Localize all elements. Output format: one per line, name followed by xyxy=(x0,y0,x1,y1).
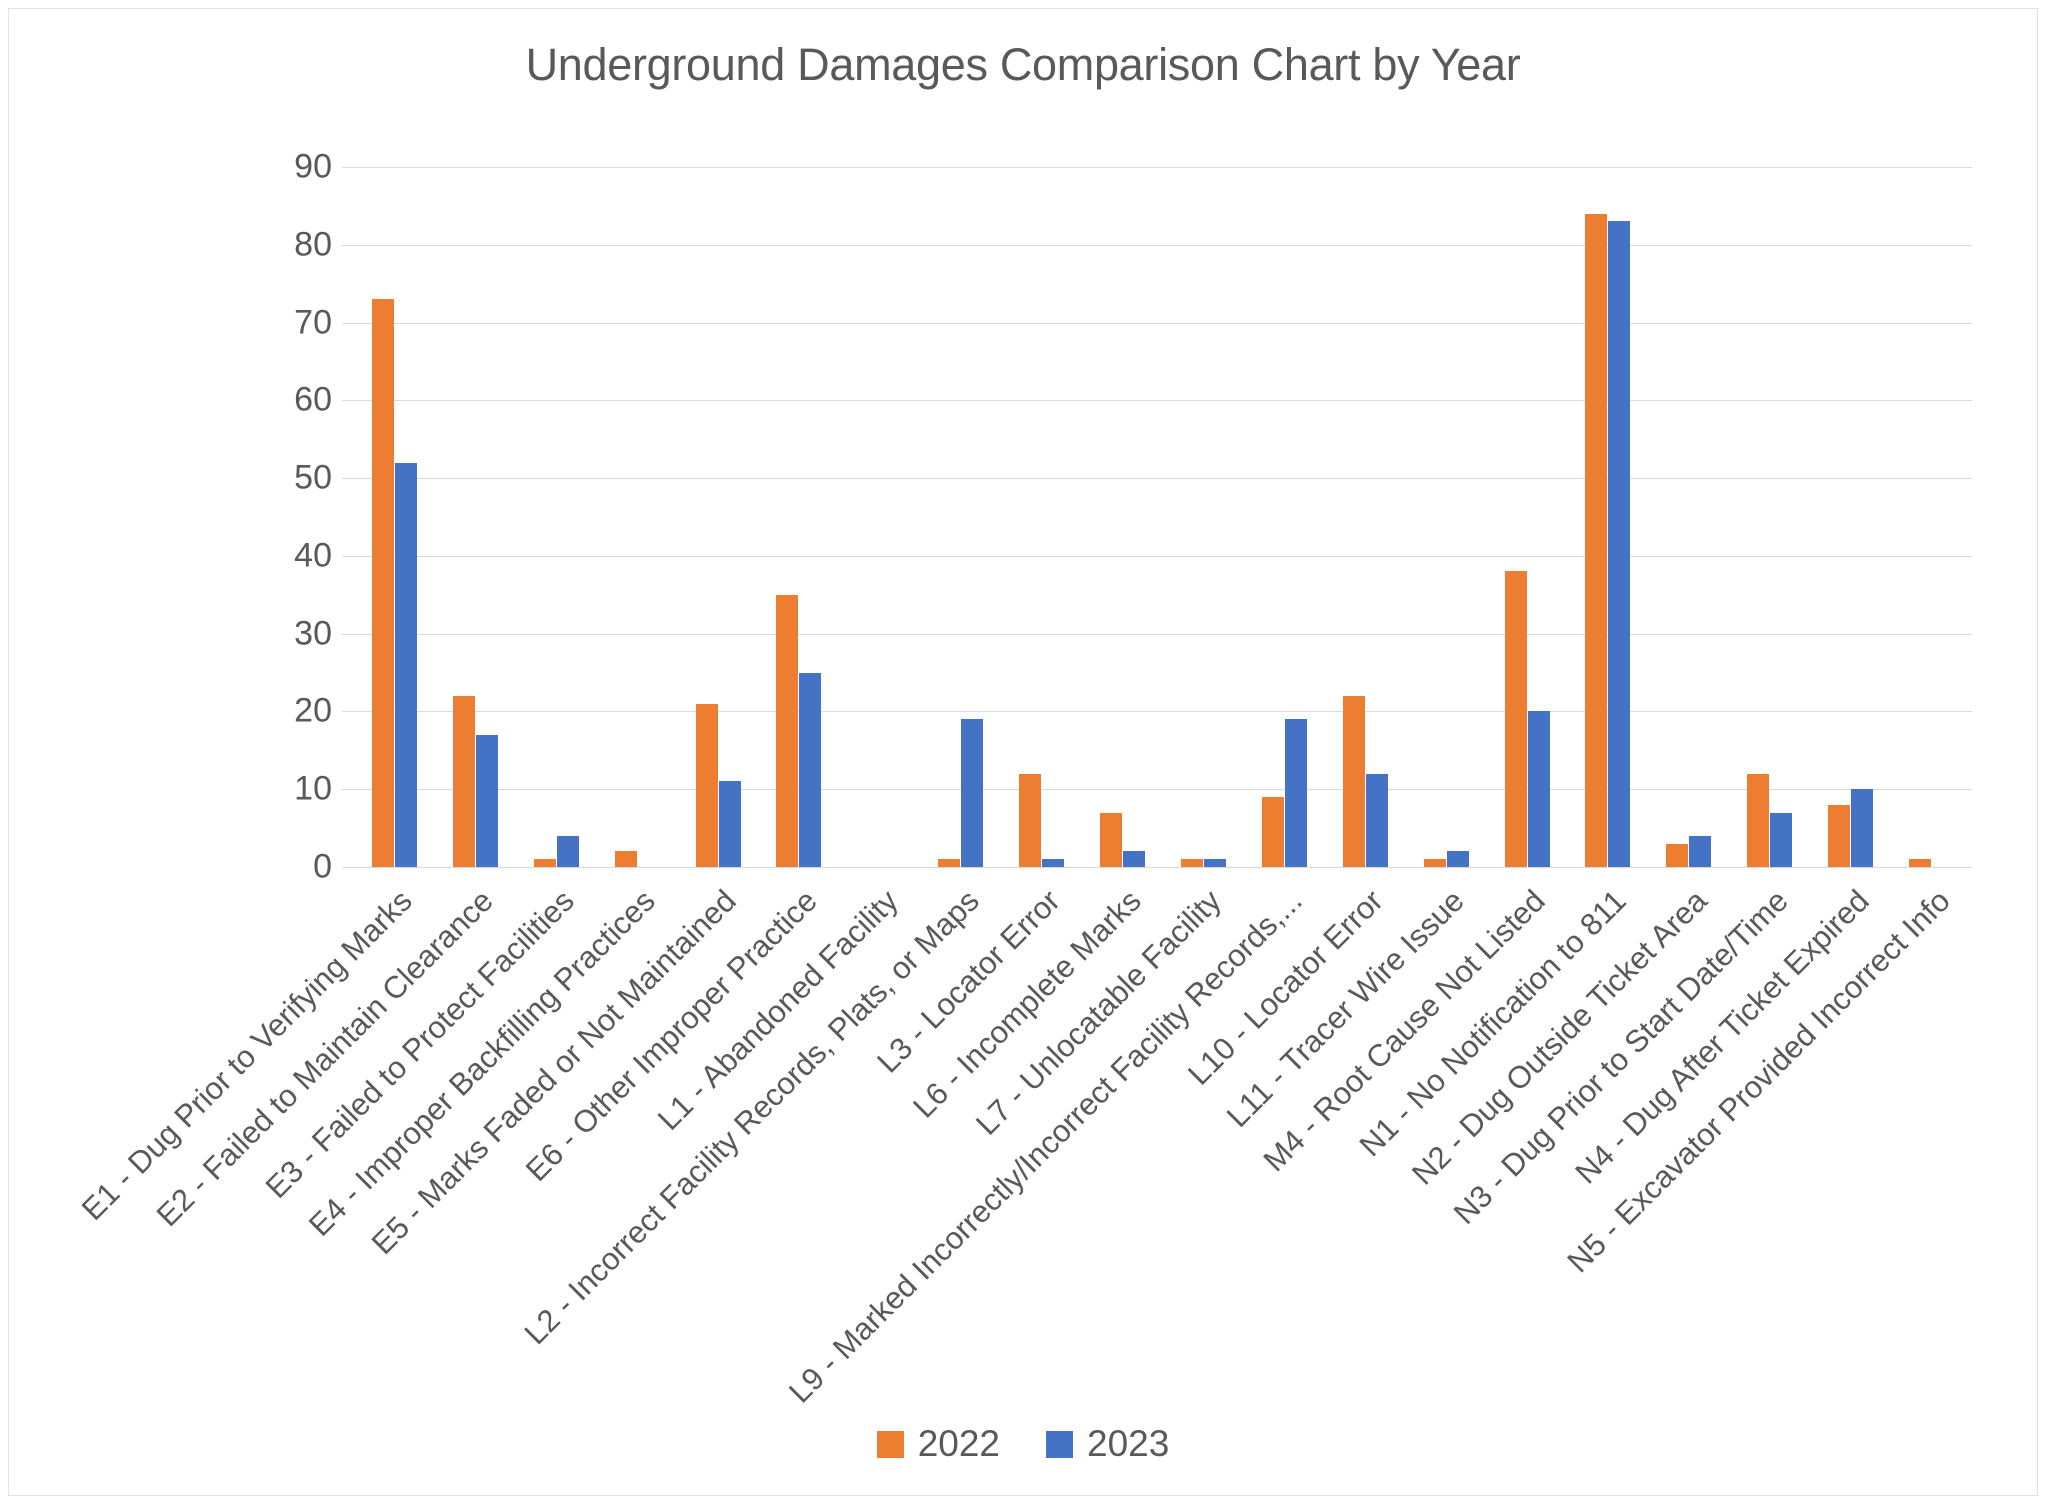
bar-2022[interactable] xyxy=(1504,571,1527,867)
y-axis-tick-label: 50 xyxy=(294,458,332,497)
bar-2023[interactable] xyxy=(1527,711,1550,867)
bar-2023[interactable] xyxy=(799,672,822,867)
bar-2022[interactable] xyxy=(371,299,394,867)
y-axis-tick-mark xyxy=(342,167,354,168)
bar-2023[interactable] xyxy=(718,781,741,867)
chart-container: Underground Damages Comparison Chart by … xyxy=(8,8,2038,1496)
plot-area: 0 10 20 30 40 50 60 70 80 90 xyxy=(294,148,1972,886)
bar-2023[interactable] xyxy=(1365,773,1388,867)
y-axis-tick-label: 60 xyxy=(294,380,332,419)
y-axis-tick-mark xyxy=(342,478,354,480)
bar-2022[interactable] xyxy=(1019,773,1042,867)
bars-layer xyxy=(354,167,1972,867)
bar-2022[interactable] xyxy=(1909,859,1932,867)
bar-2022[interactable] xyxy=(1666,843,1689,867)
y-axis-tick-label: 0 xyxy=(313,847,332,886)
bar-2023[interactable] xyxy=(961,719,984,867)
y-axis-tick-label: 40 xyxy=(294,536,332,575)
legend-swatch-icon xyxy=(876,1430,904,1458)
y-axis-tick-label: 80 xyxy=(294,225,332,264)
bar-2023[interactable] xyxy=(1446,851,1469,867)
y-axis-tick-mark xyxy=(342,555,354,557)
y-axis-tick-label: 10 xyxy=(294,769,332,808)
bar-2023[interactable] xyxy=(1851,789,1874,867)
bar-2022[interactable] xyxy=(1747,773,1770,867)
bar-2022[interactable] xyxy=(1585,213,1608,867)
bar-2022[interactable] xyxy=(1342,695,1365,867)
bar-group xyxy=(1244,167,1325,867)
chart-legend: 2022 2023 xyxy=(9,1423,2037,1465)
y-axis-tick-label: 70 xyxy=(294,303,332,342)
bar-group xyxy=(1810,167,1891,867)
bar-2022[interactable] xyxy=(1828,804,1851,867)
x-axis-labels: E1 - Dug Prior to Verifying Marks E2 - Fa… xyxy=(75,871,1972,1431)
bar-group xyxy=(1729,167,1810,867)
bar-2023[interactable] xyxy=(1770,812,1793,867)
bar-group xyxy=(1001,167,1082,867)
bar-group xyxy=(435,167,516,867)
bar-2022[interactable] xyxy=(938,859,961,867)
legend-swatch-icon xyxy=(1046,1430,1073,1458)
bar-group xyxy=(354,167,435,867)
bar-2022[interactable] xyxy=(533,859,556,867)
bar-group xyxy=(1487,167,1568,867)
bar-2022[interactable] xyxy=(614,851,637,867)
gridline xyxy=(354,244,1972,246)
bar-2023[interactable] xyxy=(394,462,417,867)
y-axis-tick-mark xyxy=(342,711,354,713)
legend-item-2022[interactable]: 2022 xyxy=(876,1423,1000,1465)
bar-group xyxy=(1325,167,1406,867)
bar-2023[interactable] xyxy=(556,835,579,867)
gridline xyxy=(354,789,1972,791)
y-axis-tick-mark xyxy=(342,789,354,791)
bar-2023[interactable] xyxy=(1123,851,1146,867)
bar-2022[interactable] xyxy=(695,703,718,867)
bar-group xyxy=(678,167,759,867)
bar-2023[interactable] xyxy=(475,734,498,867)
legend-label: 2023 xyxy=(1087,1423,1170,1464)
bar-2023[interactable] xyxy=(1689,835,1712,867)
y-axis-tick-label: 20 xyxy=(294,691,332,730)
bar-2022[interactable] xyxy=(1423,859,1446,867)
bar-group xyxy=(759,167,840,867)
bar-group xyxy=(1406,167,1487,867)
bar-group xyxy=(1648,167,1729,867)
gridline xyxy=(354,867,1972,868)
gridline xyxy=(354,478,1972,480)
bar-group xyxy=(1891,167,1972,867)
y-axis-tick-mark xyxy=(342,400,354,402)
y-axis-tick-mark xyxy=(342,633,354,635)
bar-group xyxy=(516,167,597,867)
bar-2023[interactable] xyxy=(1203,859,1226,867)
gridline xyxy=(354,633,1972,635)
bar-group xyxy=(597,167,678,867)
bar-2023[interactable] xyxy=(1284,719,1307,867)
bar-group xyxy=(839,167,920,867)
bar-2022[interactable] xyxy=(452,695,475,867)
y-axis-tick-mark xyxy=(342,322,354,324)
chart-title: Underground Damages Comparison Chart by … xyxy=(525,39,1521,90)
bar-2022[interactable] xyxy=(1261,797,1284,867)
bar-2023[interactable] xyxy=(1608,221,1631,867)
y-axis-tick-mark xyxy=(342,244,354,246)
legend-item-2023[interactable]: 2023 xyxy=(1046,1423,1169,1465)
gridline xyxy=(354,711,1972,713)
y-axis-tick-label: 30 xyxy=(294,614,332,653)
bar-group xyxy=(1082,167,1163,867)
bar-group xyxy=(920,167,1001,867)
y-axis-tick-mark xyxy=(342,867,354,868)
gridline xyxy=(354,400,1972,402)
y-axis-tick-label: 90 xyxy=(294,147,332,186)
legend-label: 2022 xyxy=(917,1423,1000,1464)
gridline xyxy=(354,555,1972,557)
bar-2022[interactable] xyxy=(1180,859,1203,867)
bar-group xyxy=(1568,167,1649,867)
bar-2022[interactable] xyxy=(776,594,799,867)
bar-group xyxy=(1163,167,1244,867)
bar-2022[interactable] xyxy=(1100,812,1123,867)
gridline xyxy=(354,322,1972,324)
bar-2023[interactable] xyxy=(1042,859,1065,867)
gridline xyxy=(354,167,1972,168)
